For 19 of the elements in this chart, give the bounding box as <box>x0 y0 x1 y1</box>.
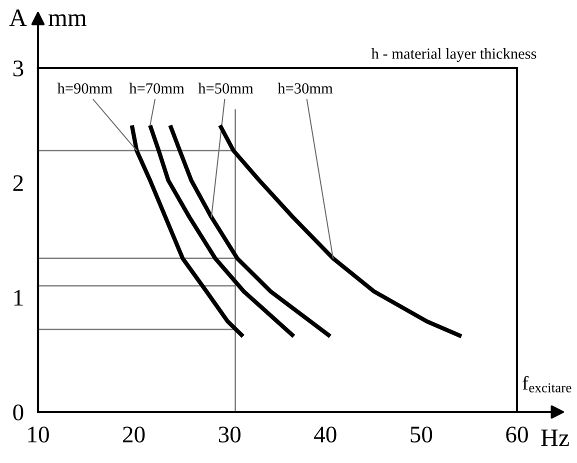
text: h - material layer thickness <box>371 48 536 62</box>
x-tick-label: 30 <box>218 426 241 443</box>
x-axis-title: Hz <box>541 430 569 446</box>
text: h=90mm <box>57 82 112 94</box>
x-tick-label: 40 <box>314 426 336 443</box>
y-axis-title: A <box>9 10 27 26</box>
y-tick-label: 3 <box>13 60 24 76</box>
y-tick-label: 0 <box>13 404 24 420</box>
x-tick-label: 60 <box>506 426 528 443</box>
text: h=70mm <box>129 82 184 94</box>
text: mm <box>48 14 86 26</box>
text: h=50mm <box>198 82 254 94</box>
y-tick-label: 1 <box>14 290 23 306</box>
x-tick-label: 20 <box>123 426 145 443</box>
text: f$_{excitare}$ <box>522 376 572 392</box>
text: h=30mm <box>278 82 333 94</box>
x-tick-label: 50 <box>410 426 432 443</box>
x-tick-label: 10 <box>28 426 49 443</box>
y-tick-label: 2 <box>13 175 23 191</box>
